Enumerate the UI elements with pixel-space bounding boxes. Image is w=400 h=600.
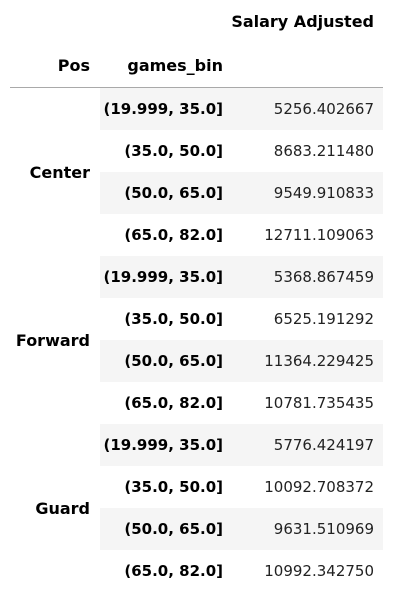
row-bin-label: (65.0, 82.0]: [124, 562, 223, 580]
group-guard: Guard (19.999, 35.0] 5776.424197 (35.0, …: [10, 424, 383, 592]
row-value: 6525.191292: [273, 310, 374, 328]
group-label-guard: Guard: [35, 498, 90, 518]
group-forward: Forward (19.999, 35.0] 5368.867459 (35.0…: [10, 256, 383, 424]
row-value: 5776.424197: [273, 436, 374, 454]
row-bin-label: (50.0, 65.0]: [124, 352, 223, 370]
table-row: (35.0, 50.0] 6525.191292: [100, 298, 383, 340]
table-row: (19.999, 35.0] 5256.402667: [100, 88, 383, 130]
row-value: 12711.109063: [264, 226, 374, 244]
index-header-games-bin: games_bin: [127, 56, 223, 75]
table-row: (50.0, 65.0] 9549.910833: [100, 172, 383, 214]
table-row: (19.999, 35.0] 5368.867459: [100, 256, 383, 298]
group-label-forward: Forward: [15, 330, 90, 350]
column-header-salary-adjusted: Salary Adjusted: [231, 12, 374, 31]
row-value: 5368.867459: [273, 268, 374, 286]
row-value: 10781.735435: [264, 394, 374, 412]
row-bin-label: (35.0, 50.0]: [124, 310, 223, 328]
table-row: (50.0, 65.0] 9631.510969: [100, 508, 383, 550]
header-divider: [10, 87, 383, 88]
row-bin-label: (50.0, 65.0]: [124, 184, 223, 202]
group-center: Center (19.999, 35.0] 5256.402667 (35.0,…: [10, 88, 383, 256]
row-bin-label: (19.999, 35.0]: [103, 268, 223, 286]
table-row: (50.0, 65.0] 11364.229425: [100, 340, 383, 382]
row-value: 5256.402667: [273, 100, 374, 118]
table-row: (19.999, 35.0] 5776.424197: [100, 424, 383, 466]
table-row: (65.0, 82.0] 10781.735435: [100, 382, 383, 424]
row-value: 9631.510969: [273, 520, 374, 538]
table-body: Center (19.999, 35.0] 5256.402667 (35.0,…: [10, 88, 383, 592]
row-value: 10092.708372: [264, 478, 374, 496]
row-bin-label: (65.0, 82.0]: [124, 226, 223, 244]
row-value: 10992.342750: [264, 562, 374, 580]
table-row: (65.0, 82.0] 10992.342750: [100, 550, 383, 592]
row-bin-label: (35.0, 50.0]: [124, 478, 223, 496]
row-bin-label: (65.0, 82.0]: [124, 394, 223, 412]
row-value: 8683.211480: [273, 142, 374, 160]
table-row: (65.0, 82.0] 12711.109063: [100, 214, 383, 256]
group-label-center: Center: [29, 162, 90, 182]
row-bin-label: (35.0, 50.0]: [124, 142, 223, 160]
table-row: (35.0, 50.0] 10092.708372: [100, 466, 383, 508]
index-header-pos: Pos: [57, 56, 90, 75]
row-bin-label: (19.999, 35.0]: [103, 100, 223, 118]
row-value: 9549.910833: [273, 184, 374, 202]
table-row: (35.0, 50.0] 8683.211480: [100, 130, 383, 172]
row-bin-label: (19.999, 35.0]: [103, 436, 223, 454]
row-value: 11364.229425: [264, 352, 374, 370]
row-bin-label: (50.0, 65.0]: [124, 520, 223, 538]
